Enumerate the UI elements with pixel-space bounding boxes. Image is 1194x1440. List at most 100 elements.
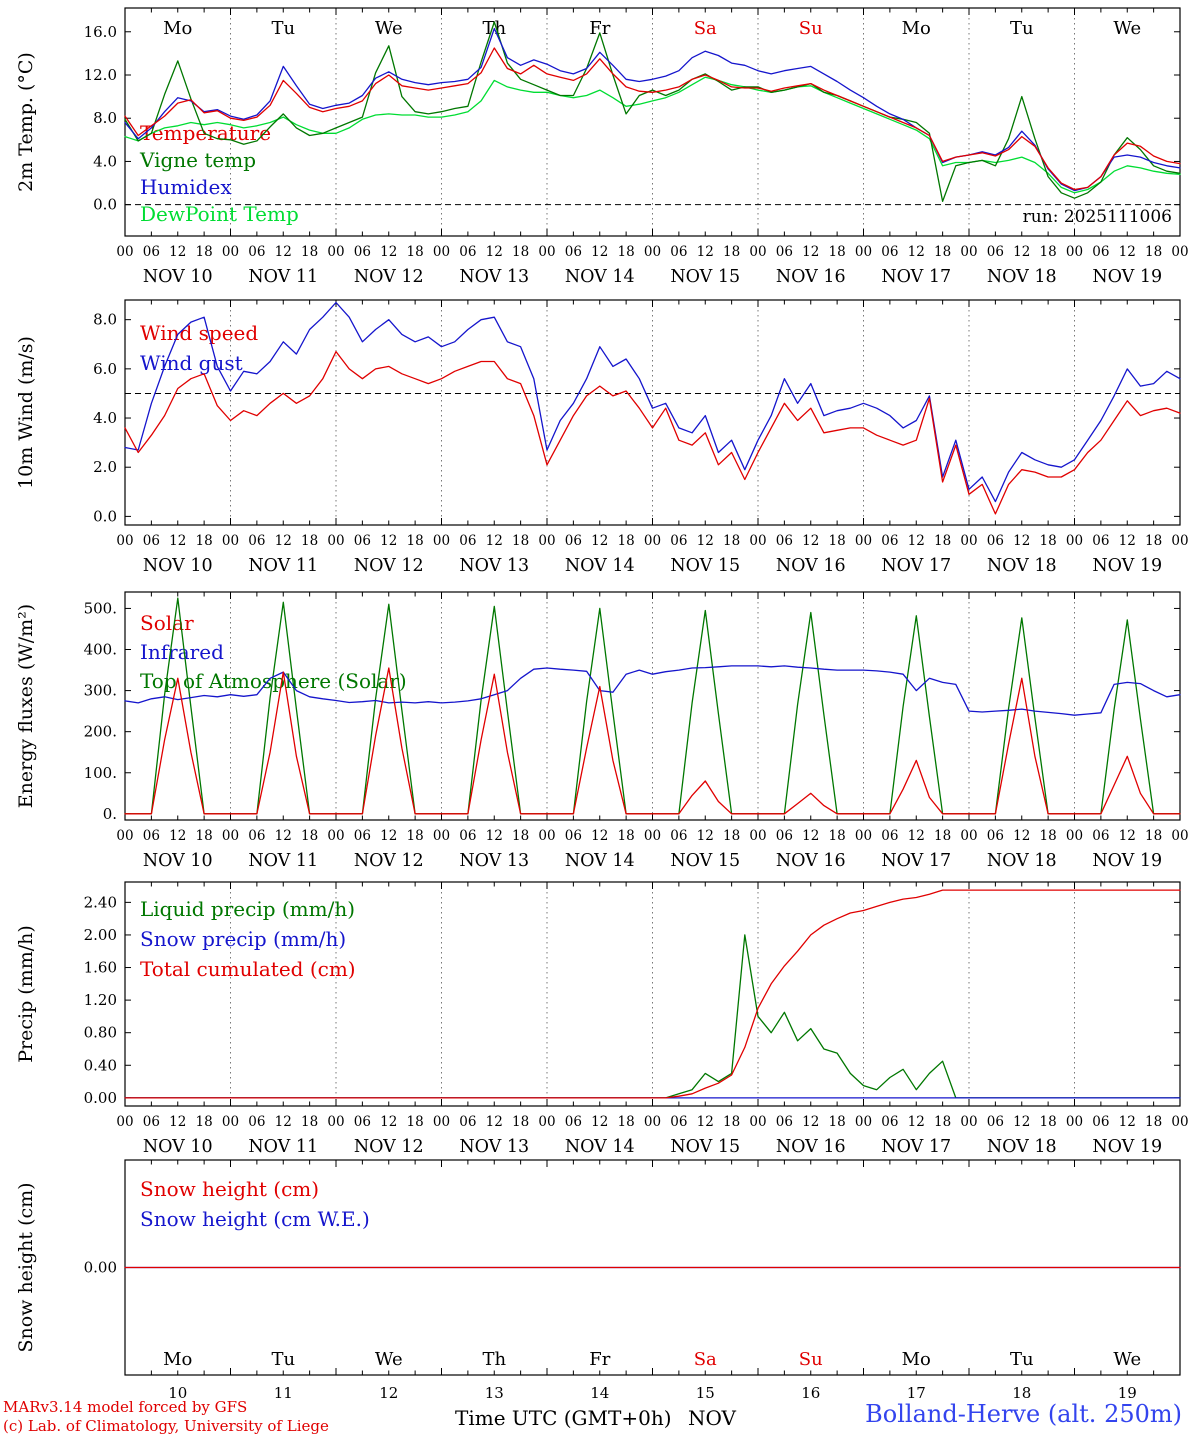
date-label: NOV 18 bbox=[987, 1137, 1057, 1157]
date-label: NOV 18 bbox=[987, 267, 1057, 287]
hour-label: 00 bbox=[538, 244, 555, 260]
date-label: NOV 15 bbox=[670, 556, 740, 576]
hour-label: 06 bbox=[881, 244, 898, 260]
hour-label: 18 bbox=[512, 244, 529, 260]
hour-label: 06 bbox=[354, 828, 371, 844]
hour-label: 00 bbox=[855, 244, 872, 260]
hour-label: 00 bbox=[327, 533, 344, 549]
hour-label: 18 bbox=[934, 828, 951, 844]
hour-label: 06 bbox=[670, 244, 687, 260]
hour-label: 18 bbox=[196, 533, 213, 549]
hour-label: 06 bbox=[565, 828, 582, 844]
hour-label: 18 bbox=[618, 1114, 635, 1130]
hour-label: 12 bbox=[275, 828, 292, 844]
y-tick-label: 8.0 bbox=[93, 311, 117, 329]
hour-label: 12 bbox=[380, 244, 397, 260]
hour-label: 12 bbox=[1119, 533, 1136, 549]
weekday-label: Fr bbox=[589, 1349, 610, 1370]
y-tick-label: 8.0 bbox=[93, 109, 117, 127]
hour-label: 18 bbox=[407, 533, 424, 549]
hour-label: 18 bbox=[1145, 533, 1162, 549]
hour-label: 06 bbox=[354, 1114, 371, 1130]
hour-label: 12 bbox=[591, 1114, 608, 1130]
hour-label: 12 bbox=[908, 533, 925, 549]
date-label: NOV 13 bbox=[459, 1137, 529, 1157]
y-axis-title: 10m Wind (m/s) bbox=[15, 336, 37, 489]
hour-label: 18 bbox=[723, 533, 740, 549]
hour-label: 12 bbox=[591, 244, 608, 260]
hour-label: 18 bbox=[196, 244, 213, 260]
hour-label: 06 bbox=[143, 1114, 160, 1130]
hour-label: 12 bbox=[1119, 244, 1136, 260]
hour-label: 00 bbox=[433, 828, 450, 844]
date-label: NOV 15 bbox=[670, 267, 740, 287]
hour-label: 12 bbox=[169, 533, 186, 549]
hour-label: 12 bbox=[591, 828, 608, 844]
hour-label: 18 bbox=[723, 828, 740, 844]
y-tick-label: 0.40 bbox=[84, 1056, 117, 1074]
hour-label: 00 bbox=[855, 533, 872, 549]
legend-item: Wind speed bbox=[140, 321, 258, 345]
hour-label: 00 bbox=[644, 1114, 661, 1130]
y-tick-label: 4.0 bbox=[93, 409, 117, 427]
hour-label: 12 bbox=[1119, 828, 1136, 844]
hour-label: 06 bbox=[1092, 244, 1109, 260]
day-number: 17 bbox=[907, 1384, 926, 1402]
y-tick-label: 400. bbox=[84, 641, 117, 659]
y-tick-label: 0.0 bbox=[93, 507, 117, 525]
y-tick-label: 0. bbox=[103, 805, 117, 823]
hour-label: 12 bbox=[802, 244, 819, 260]
hour-label: 00 bbox=[433, 533, 450, 549]
hour-label: 06 bbox=[565, 244, 582, 260]
hour-label: 12 bbox=[486, 244, 503, 260]
date-label: NOV 19 bbox=[1092, 851, 1162, 871]
model-credit-line1: MARv3.14 model forced by GFS bbox=[3, 1398, 248, 1416]
hour-label: 06 bbox=[1092, 1114, 1109, 1130]
date-label: NOV 12 bbox=[354, 267, 424, 287]
hour-label: 18 bbox=[512, 828, 529, 844]
date-label: NOV 19 bbox=[1092, 1137, 1162, 1157]
legend-item: Solar bbox=[140, 611, 194, 635]
model-credit-line2: (c) Lab. of Climatology, University of L… bbox=[3, 1417, 329, 1435]
y-axis-title: 2m Temp. (°C) bbox=[15, 52, 37, 192]
weekday-label: We bbox=[1113, 18, 1141, 39]
series-vigne-temp bbox=[124, 21, 1181, 203]
date-label: NOV 17 bbox=[881, 267, 951, 287]
hour-label: 00 bbox=[433, 244, 450, 260]
date-label: NOV 19 bbox=[1092, 556, 1162, 576]
hour-label: 06 bbox=[987, 533, 1004, 549]
legend-item: Infrared bbox=[140, 640, 224, 664]
hour-label: 12 bbox=[1013, 533, 1030, 549]
hour-label: 18 bbox=[829, 533, 846, 549]
hour-label: 00 bbox=[1171, 244, 1188, 260]
series-infrared bbox=[124, 665, 1181, 716]
legend-item: Vigne temp bbox=[139, 148, 256, 172]
date-label: NOV 12 bbox=[354, 556, 424, 576]
date-label: NOV 11 bbox=[248, 851, 318, 871]
day-number: 10 bbox=[168, 1384, 187, 1402]
hour-label: 12 bbox=[697, 828, 714, 844]
series-humidex bbox=[124, 27, 1181, 192]
hour-label: 06 bbox=[670, 1114, 687, 1130]
hour-label: 00 bbox=[538, 1114, 555, 1130]
hour-label: 18 bbox=[829, 244, 846, 260]
weekday-label: Mo bbox=[902, 1349, 931, 1370]
hour-label: 06 bbox=[670, 533, 687, 549]
date-label: NOV 16 bbox=[776, 851, 846, 871]
hour-label: 18 bbox=[407, 1114, 424, 1130]
y-tick-label: 2.40 bbox=[84, 893, 117, 911]
hour-label: 18 bbox=[1040, 533, 1057, 549]
month-label: NOV bbox=[688, 1406, 736, 1430]
y-tick-label: 500. bbox=[84, 599, 117, 617]
day-number: 11 bbox=[274, 1384, 293, 1402]
hour-label: 12 bbox=[486, 828, 503, 844]
date-label: NOV 14 bbox=[565, 1137, 635, 1157]
hour-label: 12 bbox=[1013, 828, 1030, 844]
hour-label: 00 bbox=[116, 244, 133, 260]
hour-label: 12 bbox=[802, 533, 819, 549]
date-label: NOV 14 bbox=[565, 851, 635, 871]
hour-label: 12 bbox=[380, 1114, 397, 1130]
y-tick-label: 6.0 bbox=[93, 360, 117, 378]
y-tick-label: 16.0 bbox=[84, 23, 117, 41]
hour-label: 00 bbox=[644, 533, 661, 549]
